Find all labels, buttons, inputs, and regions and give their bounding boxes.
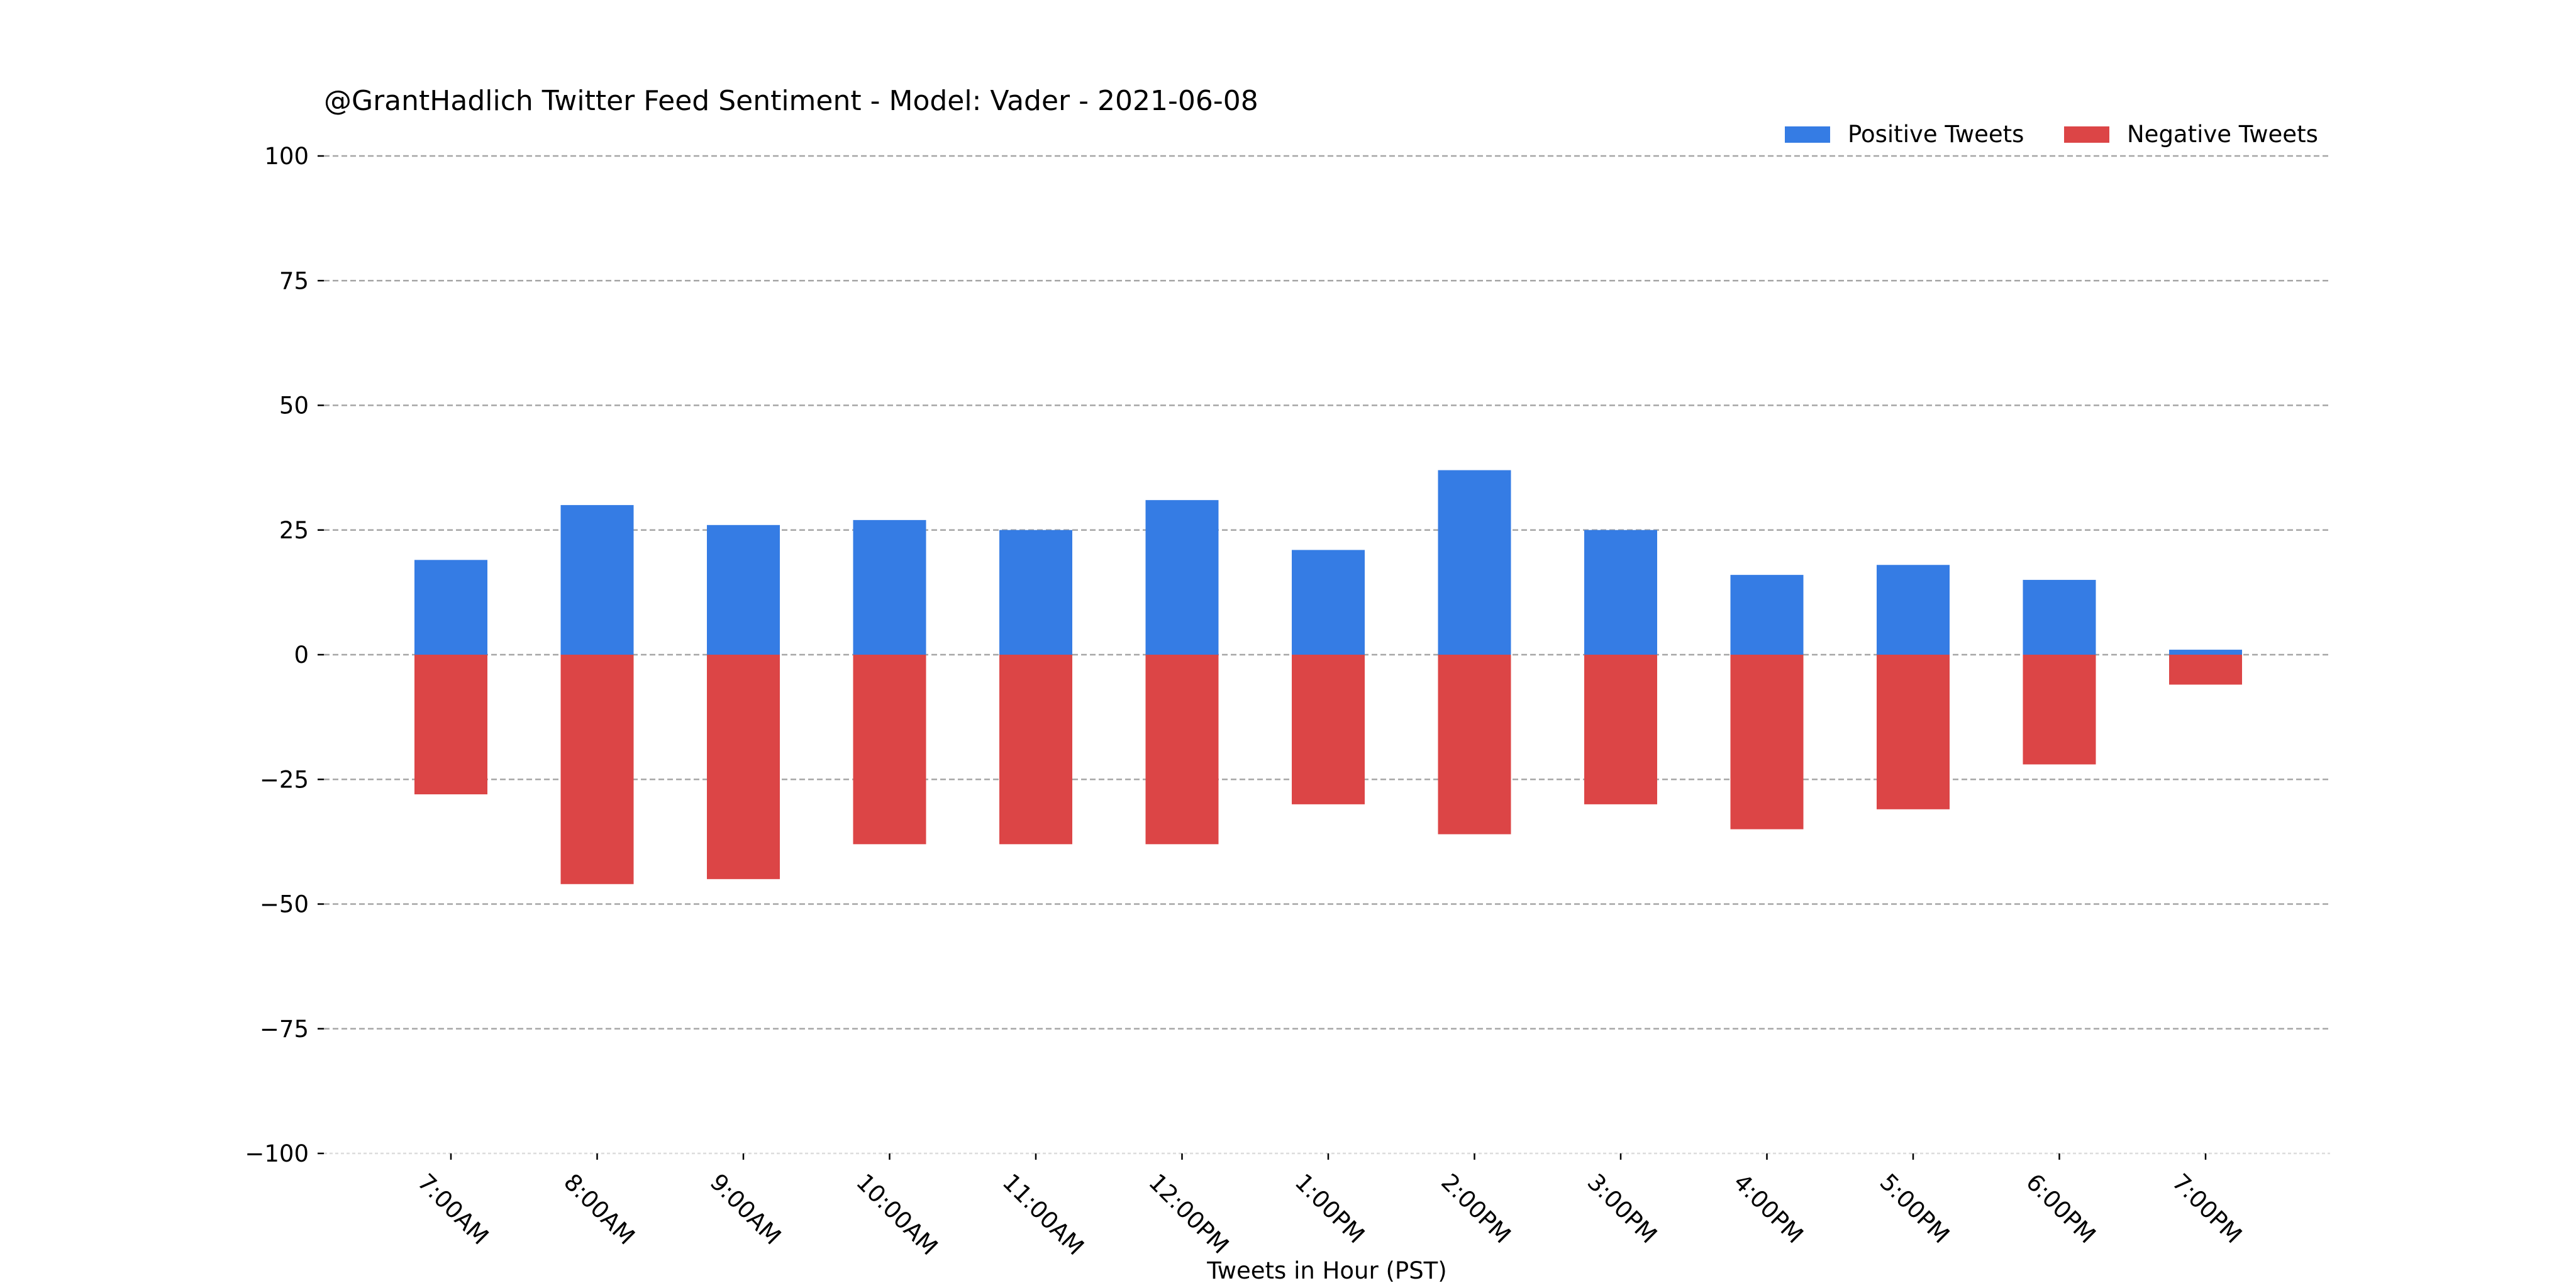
x-tick-label: 8:00AM xyxy=(558,1169,640,1250)
negative-bar-300pm xyxy=(1584,655,1657,804)
positive-bar-1100am xyxy=(999,530,1072,655)
x-tick-label: 10:00AM xyxy=(851,1169,943,1260)
positive-bar-700am xyxy=(414,560,487,655)
negative-bar-1200pm xyxy=(1145,655,1219,845)
x-tick-label: 7:00AM xyxy=(413,1169,494,1250)
y-tick-label: −75 xyxy=(260,1016,309,1043)
x-tick-label: 3:00PM xyxy=(1582,1169,1663,1249)
x-axis: 7:00AM 8:00AM 9:00AM 10:00AM 11:00AM 12:00PM 1… xyxy=(413,1153,2248,1260)
x-tick-label: 12:00PM xyxy=(1143,1169,1234,1259)
y-axis: 100 75 50 25 0 −25 −50 −75 −100 xyxy=(245,143,324,1167)
x-tick-label: 2:00PM xyxy=(1436,1169,1516,1249)
negative-bar-900am xyxy=(707,655,780,879)
positive-bar-100pm xyxy=(1292,550,1365,655)
x-tick-label: 6:00PM xyxy=(2021,1169,2101,1249)
positive-bar-300pm xyxy=(1584,530,1657,655)
positive-bar-600pm xyxy=(2023,580,2096,655)
x-axis-title: Tweets in Hour (PST) xyxy=(1206,1257,1446,1284)
negative-bar-700am xyxy=(414,655,487,795)
negative-bar-500pm xyxy=(1877,655,1950,809)
positive-bar-1200pm xyxy=(1145,500,1219,655)
y-tick-label: −25 xyxy=(260,766,309,793)
y-tick-label: −100 xyxy=(245,1140,309,1167)
negative-bar-400pm xyxy=(1730,655,1804,830)
x-tick-label: 4:00PM xyxy=(1728,1169,1809,1249)
positive-bar-200pm xyxy=(1438,470,1511,655)
grid-lines xyxy=(324,155,2330,1155)
negative-bar-700pm xyxy=(2169,655,2242,685)
legend: Positive Tweets Negative Tweets xyxy=(1785,121,2318,148)
positive-bar-900am xyxy=(707,525,780,655)
positive-bar-1000am xyxy=(853,519,926,655)
negative-bar-200pm xyxy=(1438,655,1511,835)
x-tick-label: 1:00PM xyxy=(1290,1169,1370,1249)
y-tick-label: 50 xyxy=(279,392,309,419)
positive-bar-700pm xyxy=(2169,650,2242,655)
y-tick-label: 0 xyxy=(294,641,309,669)
bars xyxy=(414,470,2242,884)
legend-label-positive: Positive Tweets xyxy=(1848,121,2024,148)
y-tick-label: 25 xyxy=(279,517,309,544)
y-tick-label: 75 xyxy=(279,267,309,294)
x-tick-label: 9:00AM xyxy=(705,1169,787,1250)
negative-bar-800am xyxy=(560,655,634,884)
negative-bar-1000am xyxy=(853,655,926,845)
positive-bar-800am xyxy=(560,505,634,655)
legend-swatch-negative xyxy=(2064,126,2109,143)
negative-bar-1100am xyxy=(999,655,1072,845)
chart-title: @GrantHadlich Twitter Feed Sentiment - M… xyxy=(324,85,1258,117)
x-tick-label: 11:00AM xyxy=(997,1169,1089,1260)
legend-label-negative: Negative Tweets xyxy=(2127,121,2318,148)
negative-bar-100pm xyxy=(1292,655,1365,804)
legend-swatch-positive xyxy=(1785,126,1830,143)
positive-bar-500pm xyxy=(1877,565,1950,655)
y-tick-label: 100 xyxy=(264,143,309,170)
y-tick-label: −50 xyxy=(260,891,309,918)
x-tick-label: 7:00PM xyxy=(2167,1169,2248,1249)
x-tick-label: 5:00PM xyxy=(1875,1169,1955,1249)
positive-bar-400pm xyxy=(1730,575,1804,655)
negative-bar-600pm xyxy=(2023,655,2096,765)
